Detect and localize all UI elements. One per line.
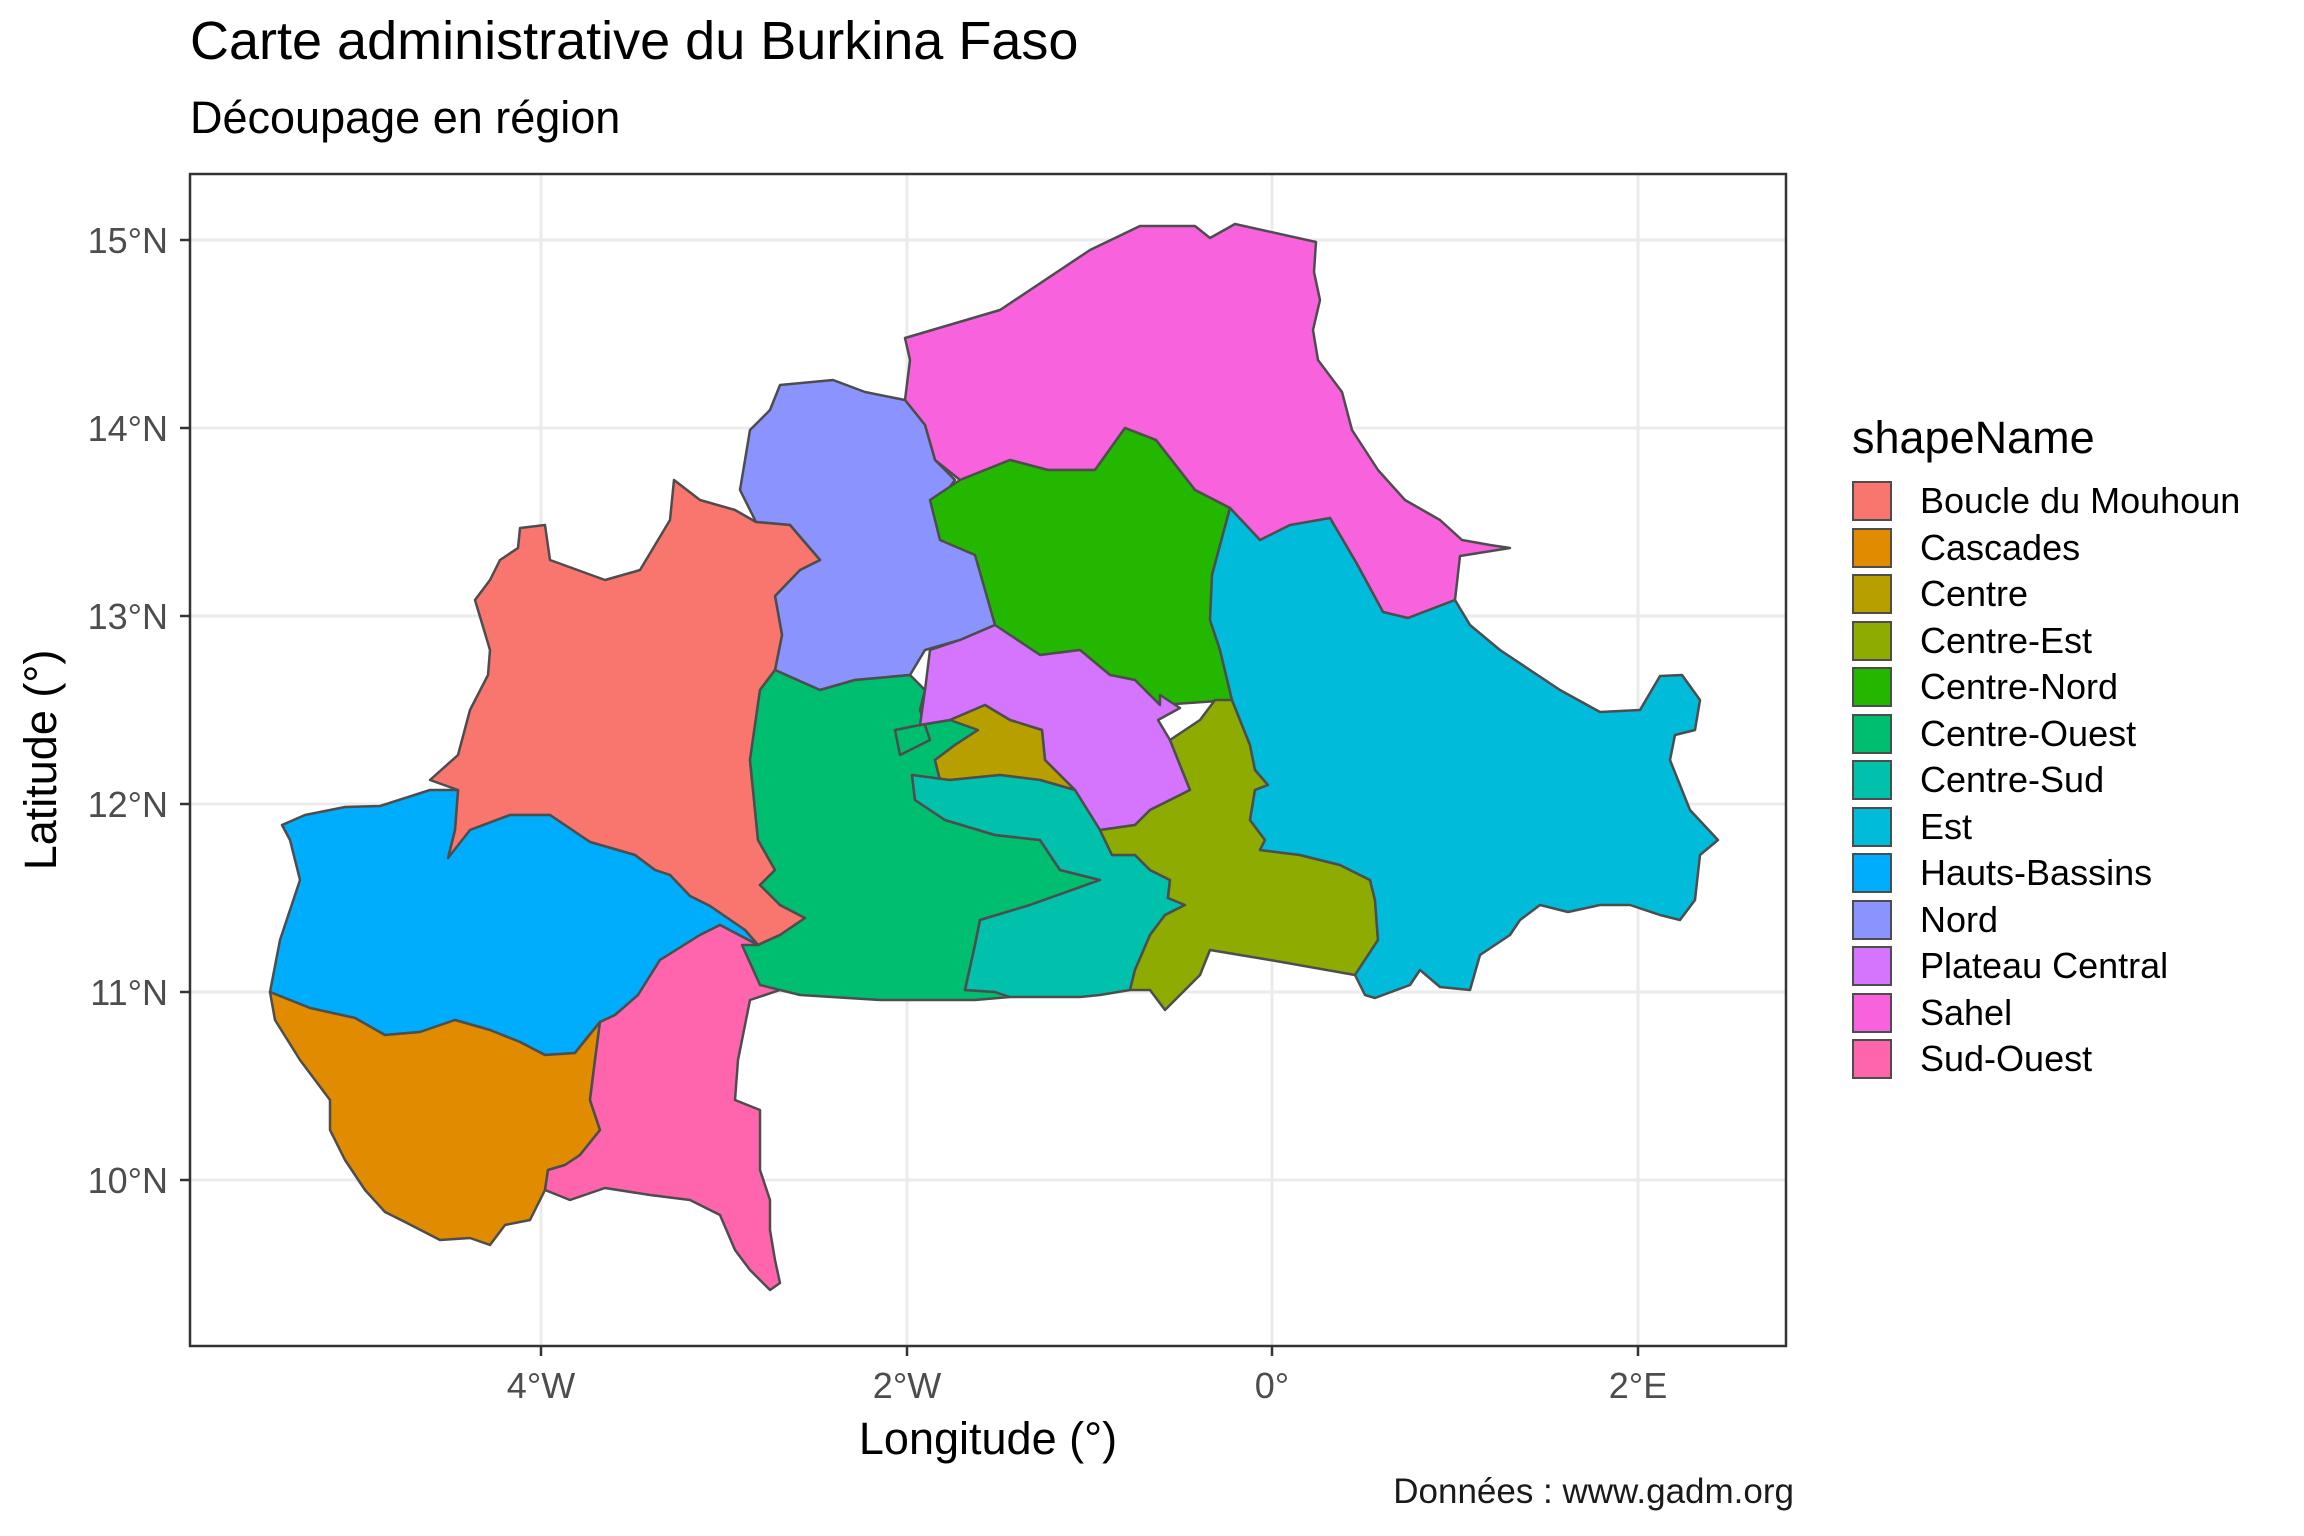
legend-label: Nord (1920, 898, 1999, 940)
legend-label: Centre-Nord (1920, 666, 2119, 708)
legend-label: Centre-Ouest (1920, 712, 2137, 754)
y-tick-label: 14°N (88, 408, 168, 449)
legend-item[interactable]: Nord (1852, 897, 2240, 944)
legend-key-swatch (1852, 713, 1892, 754)
legend-key-swatch (1852, 946, 1892, 987)
legend-key-swatch (1852, 620, 1892, 661)
y-tick-label: 10°N (88, 1160, 168, 1201)
legend-key-swatch (1852, 527, 1892, 568)
caption: Données : www.gadm.org (1393, 1472, 1794, 1511)
regions (268, 222, 1720, 1292)
chart-subtitle: Découpage en région (190, 92, 621, 143)
legend-item[interactable]: Centre-Est (1852, 618, 2240, 665)
x-tick-label: 2°E (1609, 1365, 1667, 1406)
legend-item[interactable]: Cascades (1852, 525, 2240, 572)
x-axis-title: Longitude (°) (859, 1413, 1117, 1464)
region-est[interactable] (1208, 506, 1720, 1000)
legend-key-swatch (1852, 899, 1892, 940)
legend-item[interactable]: Centre-Ouest (1852, 711, 2240, 758)
axis-tick-marks (180, 238, 1640, 1356)
legend-item[interactable]: Centre (1852, 571, 2240, 618)
legend-label: Centre (1920, 573, 2029, 615)
legend-label: Sahel (1920, 991, 2013, 1033)
y-tick-label: 13°N (88, 596, 168, 637)
legend-label: Est (1920, 805, 1973, 847)
legend-item[interactable]: Centre-Nord (1852, 664, 2240, 711)
y-tick-label: 12°N (88, 784, 168, 825)
x-tick-label: 2°W (873, 1365, 941, 1406)
legend-key-swatch (1852, 667, 1892, 708)
legend-item[interactable]: Sud-Ouest (1852, 1036, 2240, 1083)
y-tick-label: 11°N (90, 972, 168, 1013)
legend-item[interactable]: Boucle du Mouhoun (1852, 478, 2240, 525)
legend-label: Boucle du Mouhoun (1920, 480, 2241, 522)
legend-items: Boucle du Mouhoun Cascades Centre Centre-Es… (1852, 478, 2240, 1083)
legend-item[interactable]: Plateau Central (1852, 943, 2240, 990)
legend-item[interactable]: Hauts-Bassins (1852, 850, 2240, 897)
legend-key-swatch (1852, 853, 1892, 894)
legend-item[interactable]: Centre-Sud (1852, 757, 2240, 804)
legend-label: Hauts-Bassins (1920, 852, 2153, 894)
chart-title: Carte administrative du Burkina Faso (190, 11, 1079, 71)
legend-label: Cascades (1920, 526, 2081, 568)
y-tick-label: 15°N (88, 220, 168, 261)
legend-key-swatch (1852, 481, 1892, 522)
legend-key-swatch (1852, 760, 1892, 801)
legend-item[interactable]: Est (1852, 804, 2240, 851)
x-tick-label: 0° (1255, 1365, 1289, 1406)
panel-border (188, 172, 1788, 1348)
legend-key-swatch (1852, 574, 1892, 615)
region-sud-ouest[interactable] (543, 923, 797, 1292)
legend: shapeName Boucle du Mouhoun Cascades Centr… (1852, 412, 2240, 1083)
y-axis-title: Latitude (°) (15, 650, 66, 871)
x-tick-label: 4°W (507, 1365, 575, 1406)
legend-label: Plateau Central (1920, 945, 2169, 987)
legend-label: Sud-Ouest (1920, 1038, 2093, 1080)
legend-label: Centre-Sud (1920, 759, 2105, 801)
legend-item[interactable]: Sahel (1852, 990, 2240, 1037)
legend-key-swatch (1852, 806, 1892, 847)
legend-key-swatch (1852, 1039, 1892, 1080)
legend-label: Centre-Est (1920, 619, 2093, 661)
legend-key-swatch (1852, 992, 1892, 1033)
legend-title: shapeName (1852, 412, 2095, 463)
